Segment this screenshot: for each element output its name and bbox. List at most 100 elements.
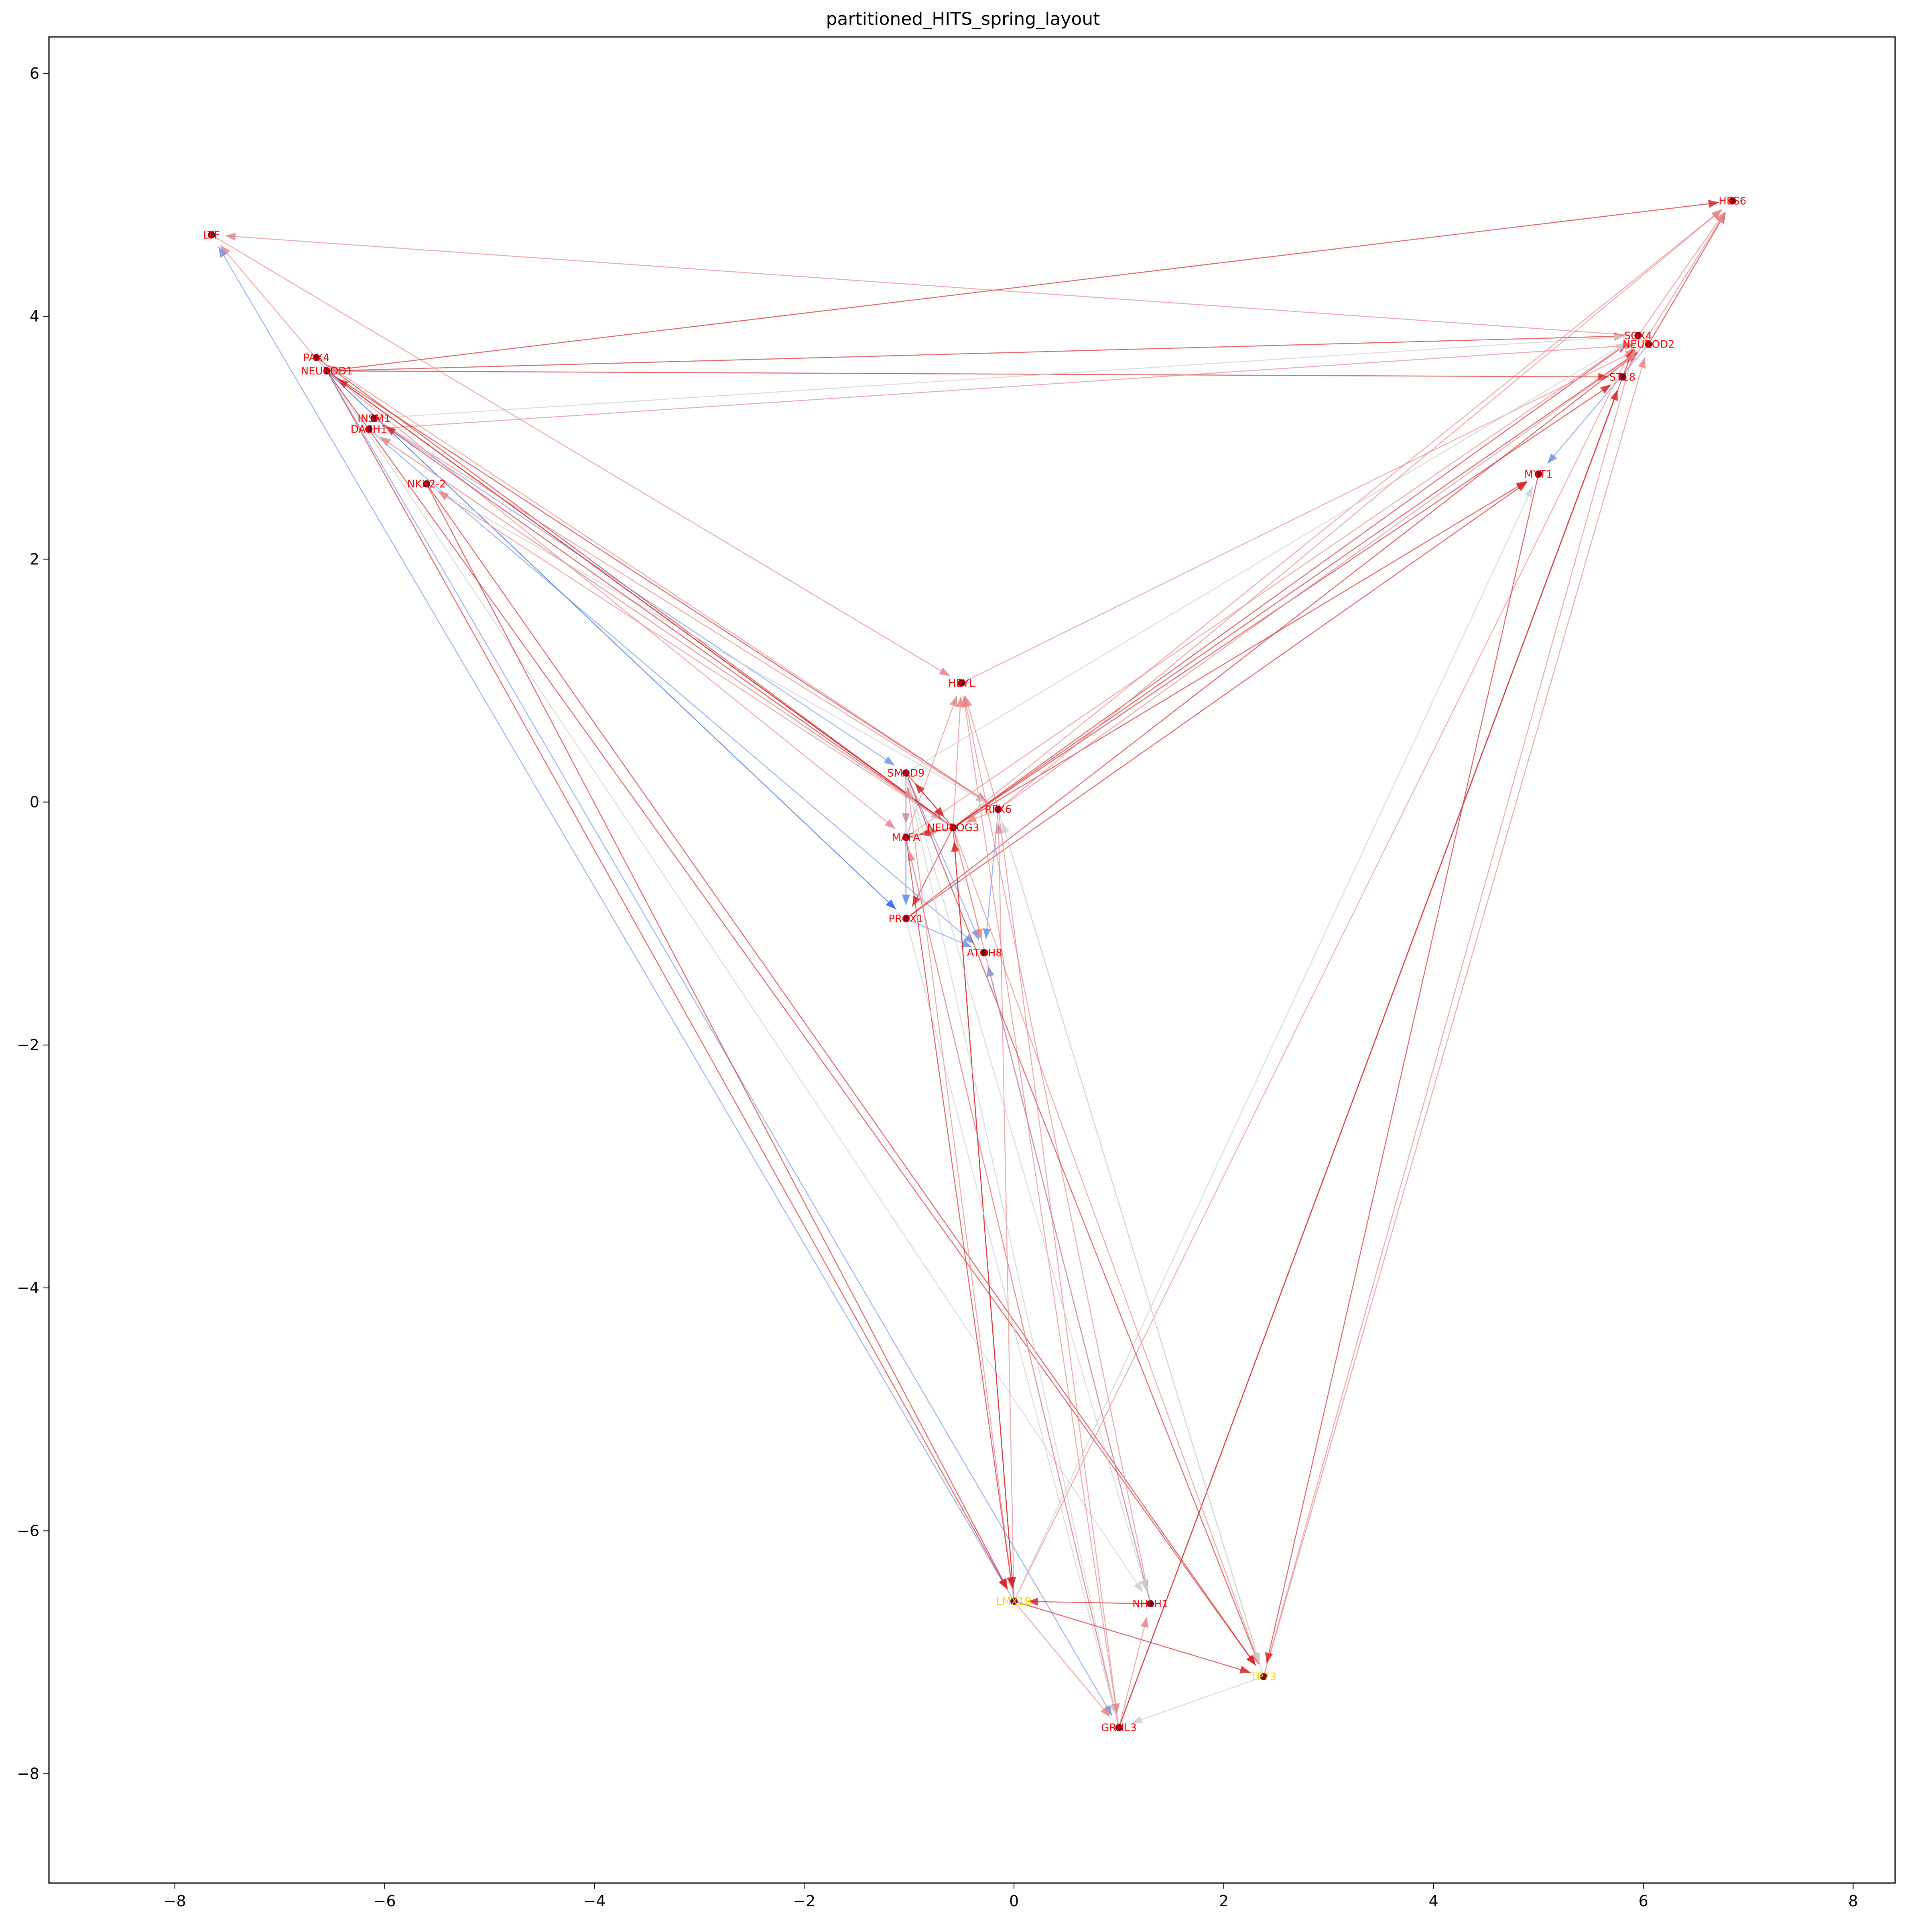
node-PAX4 (313, 354, 320, 361)
node-label-RFX6: RFX6 (985, 804, 1012, 816)
node-labels-layer: LTFHES6PAX4NEUROD1INSM1DACH1NKX2-2SOX4NE… (203, 195, 1746, 1734)
edge-MAFA-to-SOX4 (906, 343, 1627, 838)
arrowhead (983, 928, 991, 939)
edge-NEUROD1-to-HES6 (327, 202, 1719, 372)
edge-PROX1-to-ATOH8 (906, 918, 973, 948)
edge-PROX1-to-GRHL3 (905, 918, 1116, 1715)
node-DACH1 (365, 425, 373, 433)
node-NEUROD2 (1645, 340, 1652, 348)
y-tick-label: −8 (17, 1765, 39, 1783)
edge-LMX1B-to-GRHL3 (1014, 1601, 1111, 1718)
arrowhead (1708, 199, 1719, 208)
arrowhead (949, 696, 957, 707)
edge-SMAD9-to-ATOH8 (905, 773, 980, 941)
edge-INSM1-to-SOX4 (374, 336, 1625, 419)
node-SMAD9 (902, 769, 910, 777)
edge-LMX1B-to-SOX4 (1013, 348, 1633, 1602)
arrowhead (1140, 1617, 1148, 1628)
node-TP73 (1260, 1673, 1268, 1680)
chart-title: partitioned_HITS_spring_layout (826, 9, 1100, 29)
x-tick-label: 4 (1429, 1892, 1438, 1910)
arrowhead (1132, 1716, 1143, 1724)
edge-TP73-to-NEUROD2 (1263, 357, 1646, 1677)
node-INSM1 (370, 415, 378, 422)
node-ST18 (1619, 373, 1626, 381)
edge-NEUROD1-to-PROX1 (326, 370, 896, 910)
node-label-SOX4: SOX4 (1624, 330, 1652, 342)
y-tick-label: −4 (17, 1279, 39, 1297)
arrowhead (385, 426, 396, 436)
node-label-LMX1B: LMX1B (996, 1596, 1032, 1608)
edge-NEUROG3-to-TP73 (953, 827, 1260, 1664)
arrowhead (1613, 333, 1625, 342)
node-label-MAFA: MAFA (892, 832, 920, 844)
edge-GRHL3-to-HEYL (963, 696, 1119, 1728)
node-label-LTF: LTF (203, 229, 220, 241)
x-tick-label: −8 (164, 1892, 186, 1910)
arrowhead (1006, 1577, 1015, 1588)
edge-NEUROG3-to-NEUROD1 (337, 378, 954, 828)
arrowhead (1140, 1579, 1148, 1591)
edge-HEYL-to-NEUROD2 (961, 350, 1637, 684)
node-LMX1B (1010, 1597, 1018, 1605)
edge-NKX2-2-to-TP73 (426, 483, 1256, 1666)
node-label-HEYL: HEYL (948, 677, 975, 689)
edge-NEUROG3-to-HEYL (953, 696, 961, 828)
edge-TP73-to-SOX4 (1263, 348, 1635, 1677)
edge-RFX6-to-PAX4 (327, 364, 999, 810)
arrowhead (1239, 1666, 1251, 1674)
node-HES6 (1729, 197, 1736, 205)
edge-RFX6-to-GRHL3 (998, 809, 1118, 1714)
edges-layer (211, 199, 1726, 1728)
arrowhead (1100, 1706, 1110, 1717)
edge-NEUROG3-to-LMX1B (953, 828, 1014, 1588)
node-MAFA (902, 834, 910, 841)
edge-GRHL3-to-ST18 (1118, 389, 1618, 1728)
x-tick-label: 6 (1638, 1892, 1648, 1910)
edge-MYT1-to-TP73 (1266, 474, 1539, 1664)
arrowhead (961, 696, 969, 708)
edge-NEUROD1-to-ST18 (327, 370, 1609, 378)
edge-GRHL3-to-NHLH1 (1118, 1617, 1148, 1728)
x-tick-label: −6 (374, 1892, 396, 1910)
edge-PROX1-to-NEUROD2 (906, 352, 1638, 919)
edge-NEUROD1-to-TP73 (326, 370, 1256, 1666)
arrowhead (886, 899, 896, 909)
edge-MAFA-to-GRHL3 (905, 837, 1116, 1714)
arrowhead (380, 437, 391, 446)
arrowhead (225, 232, 236, 241)
edge-NEUROG3-to-MYT1 (953, 481, 1527, 828)
y-tick-label: 6 (30, 65, 39, 82)
edge-MAFA-to-LMX1B (905, 837, 1013, 1588)
node-label-ST18: ST18 (1609, 371, 1635, 383)
edge-NEUROD1-to-MAFA (327, 370, 896, 829)
node-PROX1 (902, 915, 910, 923)
edge-SMAD9-to-GRHL3 (905, 773, 1117, 1714)
edge-TP73-to-GRHL3 (1132, 1676, 1264, 1724)
edge-NHLH1-to-HEYL (964, 696, 1151, 1604)
node-NHLH1 (1146, 1600, 1154, 1607)
arrowhead (1524, 486, 1533, 498)
arrowhead (963, 934, 974, 944)
edge-ST18-to-HES6 (1622, 212, 1726, 378)
arrowhead (884, 819, 896, 829)
node-LTF (208, 231, 215, 239)
node-label-DACH1: DACH1 (351, 424, 387, 436)
edge-LMX1B-to-SMAD9 (907, 786, 1015, 1602)
edge-NEUROD2-to-MYT1 (1547, 344, 1649, 464)
arrowhead (1134, 1581, 1143, 1592)
arrowhead (327, 365, 339, 374)
nodes-layer (208, 197, 1736, 1731)
x-tick-label: 2 (1219, 1892, 1229, 1910)
edge-NEUROD1-to-RFX6 (327, 370, 987, 803)
arrowhead (919, 828, 930, 837)
edge-NEUROD1-to-LMX1B (326, 370, 1008, 1590)
edge-NKX2-2-to-LMX1B (426, 484, 1008, 1590)
arrowhead (999, 1578, 1008, 1589)
node-ATOH8 (981, 949, 988, 956)
arrowhead (902, 895, 910, 905)
edge-SOX4-to-HES6 (1638, 212, 1725, 336)
arrowhead (939, 667, 950, 676)
node-NKX2-2 (423, 480, 431, 488)
